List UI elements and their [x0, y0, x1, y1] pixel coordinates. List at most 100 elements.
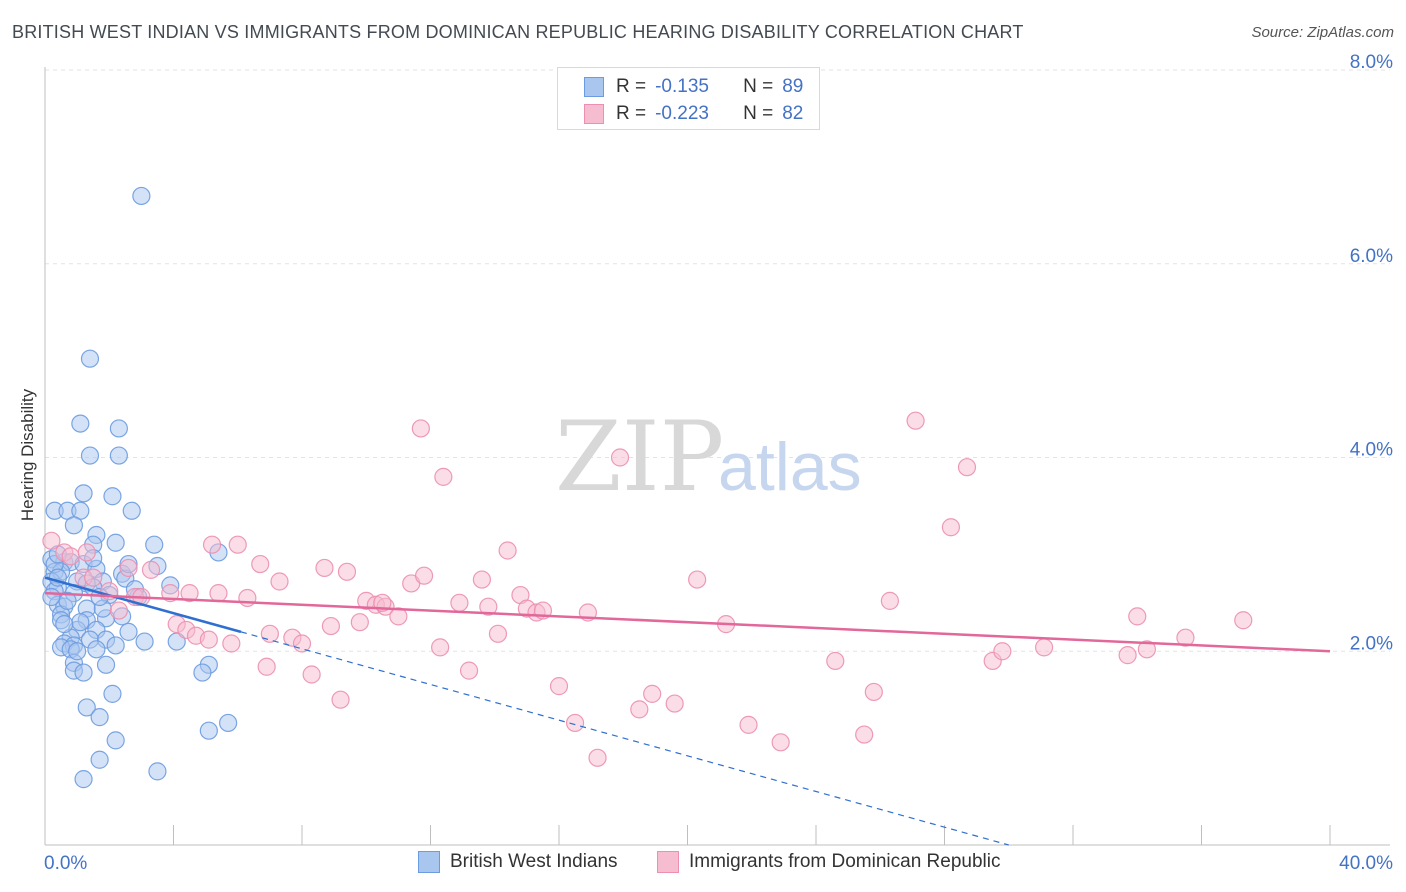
point-dominican-republic	[1034, 638, 1054, 657]
legend-swatch-blue	[584, 77, 604, 97]
point-british-west-indian	[55, 615, 74, 634]
point-british-west-indian	[199, 721, 218, 740]
series-legend-pink: Immigrants from Dominican Republic	[657, 851, 1001, 873]
chart-title: BRITISH WEST INDIAN VS IMMIGRANTS FROM D…	[12, 22, 1024, 42]
point-dominican-republic	[260, 624, 279, 643]
watermark: ZIP atlas	[555, 401, 862, 513]
n-value: 82	[782, 103, 804, 124]
point-british-west-indian	[71, 414, 90, 433]
point-dominican-republic	[302, 665, 321, 684]
point-dominican-republic	[479, 597, 498, 616]
data-points	[42, 186, 1253, 789]
series-name-pink: Immigrants from Dominican Republic	[689, 851, 1001, 872]
point-british-west-indian	[148, 762, 167, 781]
legend-row-pink: R = -0.223 N = 82	[584, 102, 803, 126]
legend-swatch-pink	[657, 851, 679, 873]
point-dominican-republic	[739, 715, 758, 734]
n-label: N =	[743, 103, 774, 124]
point-british-west-indian	[90, 708, 109, 727]
point-dominican-republic	[488, 624, 508, 643]
point-dominican-republic	[321, 616, 341, 636]
point-dominican-republic	[688, 570, 707, 589]
point-british-west-indian	[74, 484, 93, 503]
legend-swatch-pink	[584, 104, 604, 124]
axes	[44, 67, 1390, 846]
point-dominican-republic	[109, 601, 128, 620]
point-dominican-republic	[1118, 646, 1137, 665]
point-british-west-indian	[119, 622, 138, 641]
regression-line-pink	[44, 591, 1331, 653]
point-british-west-indian	[80, 446, 100, 465]
point-british-west-indian	[103, 684, 122, 703]
stats-legend: R = -0.135 N = 89 R = -0.223 N = 82	[557, 67, 820, 130]
point-british-west-indian	[77, 698, 96, 717]
point-dominican-republic	[993, 642, 1012, 661]
point-dominican-republic	[855, 725, 874, 744]
point-british-west-indian	[132, 186, 151, 206]
point-dominican-republic	[42, 531, 61, 550]
point-dominican-republic	[906, 411, 925, 430]
point-dominican-republic	[331, 690, 350, 709]
y-tick-label: 6.0%	[1350, 246, 1393, 267]
point-dominican-republic	[549, 677, 569, 696]
point-dominican-republic	[450, 593, 469, 612]
point-dominican-republic	[251, 554, 270, 574]
legend-swatch-blue	[418, 851, 440, 873]
point-dominican-republic	[238, 588, 257, 608]
watermark-zip: ZIP	[555, 401, 724, 513]
n-value: 89	[782, 76, 804, 97]
point-british-west-indian	[74, 770, 93, 789]
point-dominican-republic	[292, 634, 312, 653]
point-dominican-republic	[459, 661, 479, 680]
point-dominican-republic	[77, 543, 96, 562]
point-dominican-republic	[1176, 628, 1195, 647]
legend-row-blue: R = -0.135 N = 89	[584, 75, 803, 99]
point-dominican-republic	[61, 547, 80, 566]
point-dominican-republic	[880, 591, 899, 610]
series-legend-blue: British West Indians	[418, 851, 618, 873]
point-british-west-indian	[145, 535, 164, 554]
point-british-west-indian	[96, 655, 116, 674]
point-dominican-republic	[350, 613, 369, 632]
x-tick-label: 0.0%	[44, 853, 87, 874]
point-dominican-republic	[222, 634, 241, 653]
series-name-blue: British West Indians	[450, 851, 618, 872]
point-british-west-indian	[68, 642, 87, 661]
r-value: -0.223	[655, 103, 709, 124]
tick-labels: 2.0% 4.0% 6.0% 8.0% 0.0% 40.0%	[44, 52, 1393, 874]
point-dominican-republic	[119, 558, 138, 578]
r-label: R =	[616, 76, 647, 97]
point-british-west-indian	[103, 487, 122, 506]
point-dominican-republic	[665, 694, 684, 713]
point-british-west-indian	[74, 663, 93, 682]
point-dominican-republic	[941, 518, 961, 537]
point-dominican-republic	[864, 682, 883, 702]
n-label: N =	[743, 76, 774, 97]
source-credit: Source: ZipAtlas.com	[1251, 24, 1394, 41]
point-dominican-republic	[498, 541, 517, 560]
r-label: R =	[616, 103, 647, 124]
y-tick-label: 4.0%	[1350, 440, 1393, 461]
point-british-west-indian	[71, 613, 90, 632]
point-dominican-republic	[228, 535, 247, 554]
point-dominican-republic	[315, 558, 334, 578]
point-british-west-indian	[122, 501, 141, 520]
point-dominican-republic	[1137, 640, 1156, 659]
point-dominican-republic	[84, 568, 103, 587]
watermark-atlas: atlas	[718, 429, 862, 505]
point-dominican-republic	[270, 572, 289, 591]
grid-lines	[45, 69, 1390, 652]
point-british-west-indian	[106, 533, 125, 552]
point-dominican-republic	[643, 684, 662, 703]
point-british-west-indian	[109, 446, 128, 465]
point-dominican-republic	[771, 733, 790, 752]
r-value: -0.135	[655, 76, 709, 97]
point-dominican-republic	[257, 657, 276, 676]
point-dominican-republic	[414, 566, 434, 585]
point-dominican-republic	[434, 467, 453, 486]
point-dominican-republic	[141, 560, 161, 579]
point-dominican-republic	[411, 419, 430, 438]
point-british-west-indian	[87, 640, 106, 659]
point-british-west-indian	[219, 713, 238, 733]
